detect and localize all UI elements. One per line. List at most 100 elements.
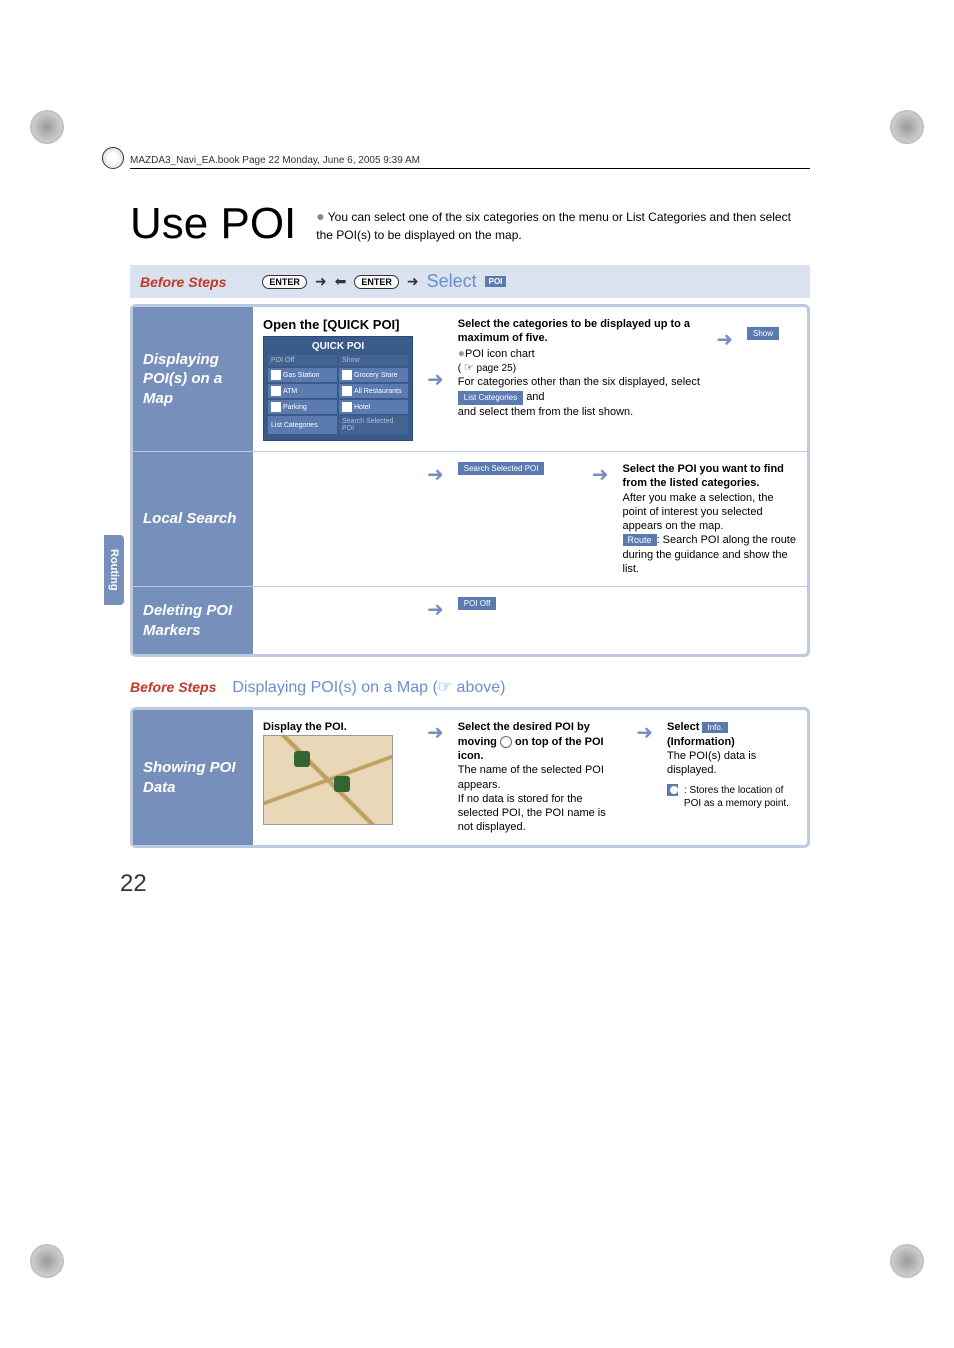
before-steps-2-text: Displaying POI(s) on a Map (☞ above) xyxy=(232,677,505,697)
col-search-btn: Search Selected POI xyxy=(458,462,578,576)
section-label-local: Local Search xyxy=(133,452,253,586)
local-search-content: ➜ Search Selected POI ➜ Select the POI y… xyxy=(253,452,807,586)
quickpoi-hotel[interactable]: Hotel xyxy=(339,400,408,414)
select-label: Select xyxy=(427,271,477,292)
select-categories-bold: Select the categories to be displayed up… xyxy=(458,318,690,344)
col-select-info: Select Info. (Information) The POI(s) da… xyxy=(667,720,797,834)
col-show: Show xyxy=(747,317,797,441)
col-select-poi: Select the POI you want to find from the… xyxy=(623,462,797,576)
bullet-icon: ● xyxy=(316,208,324,224)
arrow-right-icon: ➜ xyxy=(407,273,419,290)
quickpoi-listcat[interactable]: List Categories xyxy=(268,416,337,434)
flow-arrow-icon: ➜ xyxy=(423,462,448,487)
arrow-right-icon: ➜ xyxy=(315,273,327,290)
section-label-deleting: Deleting POI Markers xyxy=(133,587,253,654)
col-poioff: POI Off xyxy=(458,597,797,644)
enter-button-icon: ENTER xyxy=(262,275,307,289)
map-pin-icon xyxy=(294,751,310,767)
poi-badge: POI xyxy=(485,276,507,287)
title-description: ●You can select one of the six categorie… xyxy=(316,199,810,243)
arrow-left-icon: ⬅ xyxy=(335,273,347,290)
col-open-quickpoi: Open the [QUICK POI] QUICK POI POI Off S… xyxy=(263,317,413,441)
and-text: and xyxy=(526,391,544,403)
row-showing: Showing POI Data Display the POI. ➜ Sele… xyxy=(133,710,807,844)
map-pin-icon xyxy=(334,776,350,792)
crop-corner xyxy=(30,1244,64,1278)
quickpoi-show: Show xyxy=(339,355,408,366)
quickpoi-gas[interactable]: Gas Station xyxy=(268,368,337,382)
bullet-icon: ● xyxy=(458,346,465,360)
quickpoi-searchsel[interactable]: Search Selected POI xyxy=(339,416,408,434)
open-quickpoi-title: Open the [QUICK POI] xyxy=(263,317,413,332)
flow-arrow-icon: ➜ xyxy=(712,317,737,352)
parking-icon xyxy=(271,402,281,412)
showing-grid: Showing POI Data Display the POI. ➜ Sele… xyxy=(130,707,810,847)
crop-corner xyxy=(890,1244,924,1278)
header-file-info: MAZDA3_Navi_EA.book Page 22 Monday, June… xyxy=(130,155,810,169)
gas-icon xyxy=(271,370,281,380)
quickpoi-panel: QUICK POI POI Off Show Gas Station Groce… xyxy=(263,336,413,441)
col-select-desired: Select the desired POI by moving on top … xyxy=(458,720,622,834)
row-local-search: Local Search ➜ Search Selected POI ➜ Sel… xyxy=(133,451,807,586)
page-ref: ( ☞ page 25) xyxy=(458,361,702,375)
search-selected-poi-button[interactable]: Search Selected POI xyxy=(458,462,545,475)
select-desired-title: Select the desired POI by moving on top … xyxy=(458,721,604,762)
poi-icon-chart-label: POI icon chart xyxy=(465,348,535,360)
cursor-icon xyxy=(500,736,512,748)
info-badge[interactable]: Info. xyxy=(702,722,728,733)
section-label-showing: Showing POI Data xyxy=(133,710,253,844)
page-content: Routing MAZDA3_Navi_EA.book Page 22 Mond… xyxy=(130,155,810,848)
atm-icon xyxy=(271,386,281,396)
showing-content: Display the POI. ➜ Select the desired PO… xyxy=(253,710,807,844)
quickpoi-parking[interactable]: Parking xyxy=(268,400,337,414)
quickpoi-atm[interactable]: ATM xyxy=(268,384,337,398)
grocery-icon xyxy=(342,370,352,380)
for-categories-text: For categories other than the six displa… xyxy=(458,375,702,389)
information-label: (Information) xyxy=(667,736,735,748)
flow-arrow-icon: ➜ xyxy=(423,597,448,622)
displaying-content: Open the [QUICK POI] QUICK POI POI Off S… xyxy=(253,307,807,451)
section-label-displaying: Displaying POI(s) on a Map xyxy=(133,307,253,451)
before-steps-2: Before Steps Displaying POI(s) on a Map … xyxy=(130,677,810,697)
select-label: Select xyxy=(667,721,699,733)
memory-point-icon xyxy=(667,784,678,796)
flow-arrow-icon: ➜ xyxy=(423,720,448,745)
hand-icon: ☞ xyxy=(464,362,474,374)
after-selection-text: After you make a selection, the point of… xyxy=(623,491,797,534)
col-display-poi: Display the POI. xyxy=(263,720,413,834)
quickpoi-grocery[interactable]: Grocery Store xyxy=(339,368,408,382)
select-from-list-text: and select them from the list shown. xyxy=(458,405,702,419)
quickpoi-restaurants[interactable]: All Restaurants xyxy=(339,384,408,398)
flow-arrow-icon: ➜ xyxy=(588,462,613,487)
col-select-categories: Select the categories to be displayed up… xyxy=(458,317,702,441)
before-steps-label: Before Steps xyxy=(140,274,226,290)
side-tab-routing: Routing xyxy=(104,535,124,605)
memory-point-desc: : Stores the location of POI as a memory… xyxy=(684,784,797,810)
poi-data-displayed: The POI(s) data is displayed. xyxy=(667,749,797,778)
list-categories-button[interactable]: List Categories xyxy=(458,391,523,405)
title-row: Use POI ●You can select one of the six c… xyxy=(130,199,810,249)
display-poi-title: Display the POI. xyxy=(263,721,347,733)
row-displaying: Displaying POI(s) on a Map Open the [QUI… xyxy=(133,307,807,451)
main-content-grid: Displaying POI(s) on a Map Open the [QUI… xyxy=(130,304,810,657)
row-deleting: Deleting POI Markers ➜ POI Off xyxy=(133,586,807,654)
page-title: Use POI xyxy=(130,199,296,249)
page-number: 22 xyxy=(120,870,147,898)
show-button[interactable]: Show xyxy=(747,327,779,340)
select-desired-body: The name of the selected POI appears. If… xyxy=(458,763,622,834)
select-poi-bold: Select the POI you want to find from the… xyxy=(623,463,784,489)
map-thumbnail xyxy=(263,735,393,825)
poi-off-button[interactable]: POI Off xyxy=(458,597,497,610)
flow-arrow-icon: ➜ xyxy=(632,720,657,745)
enter-button-icon: ENTER xyxy=(354,275,399,289)
before-steps-bar: Before Steps ENTER ➜ ⬅ ENTER ➜ Select PO… xyxy=(130,265,810,298)
route-badge: Route xyxy=(623,534,657,546)
crop-corner xyxy=(30,110,64,144)
quickpoi-panel-title: QUICK POI xyxy=(268,341,408,352)
restaurant-icon xyxy=(342,386,352,396)
before-steps-label: Before Steps xyxy=(130,679,216,695)
flow-arrow-icon: ➜ xyxy=(423,367,448,392)
crop-corner xyxy=(890,110,924,144)
deleting-content: ➜ POI Off xyxy=(253,587,807,654)
hotel-icon xyxy=(342,402,352,412)
